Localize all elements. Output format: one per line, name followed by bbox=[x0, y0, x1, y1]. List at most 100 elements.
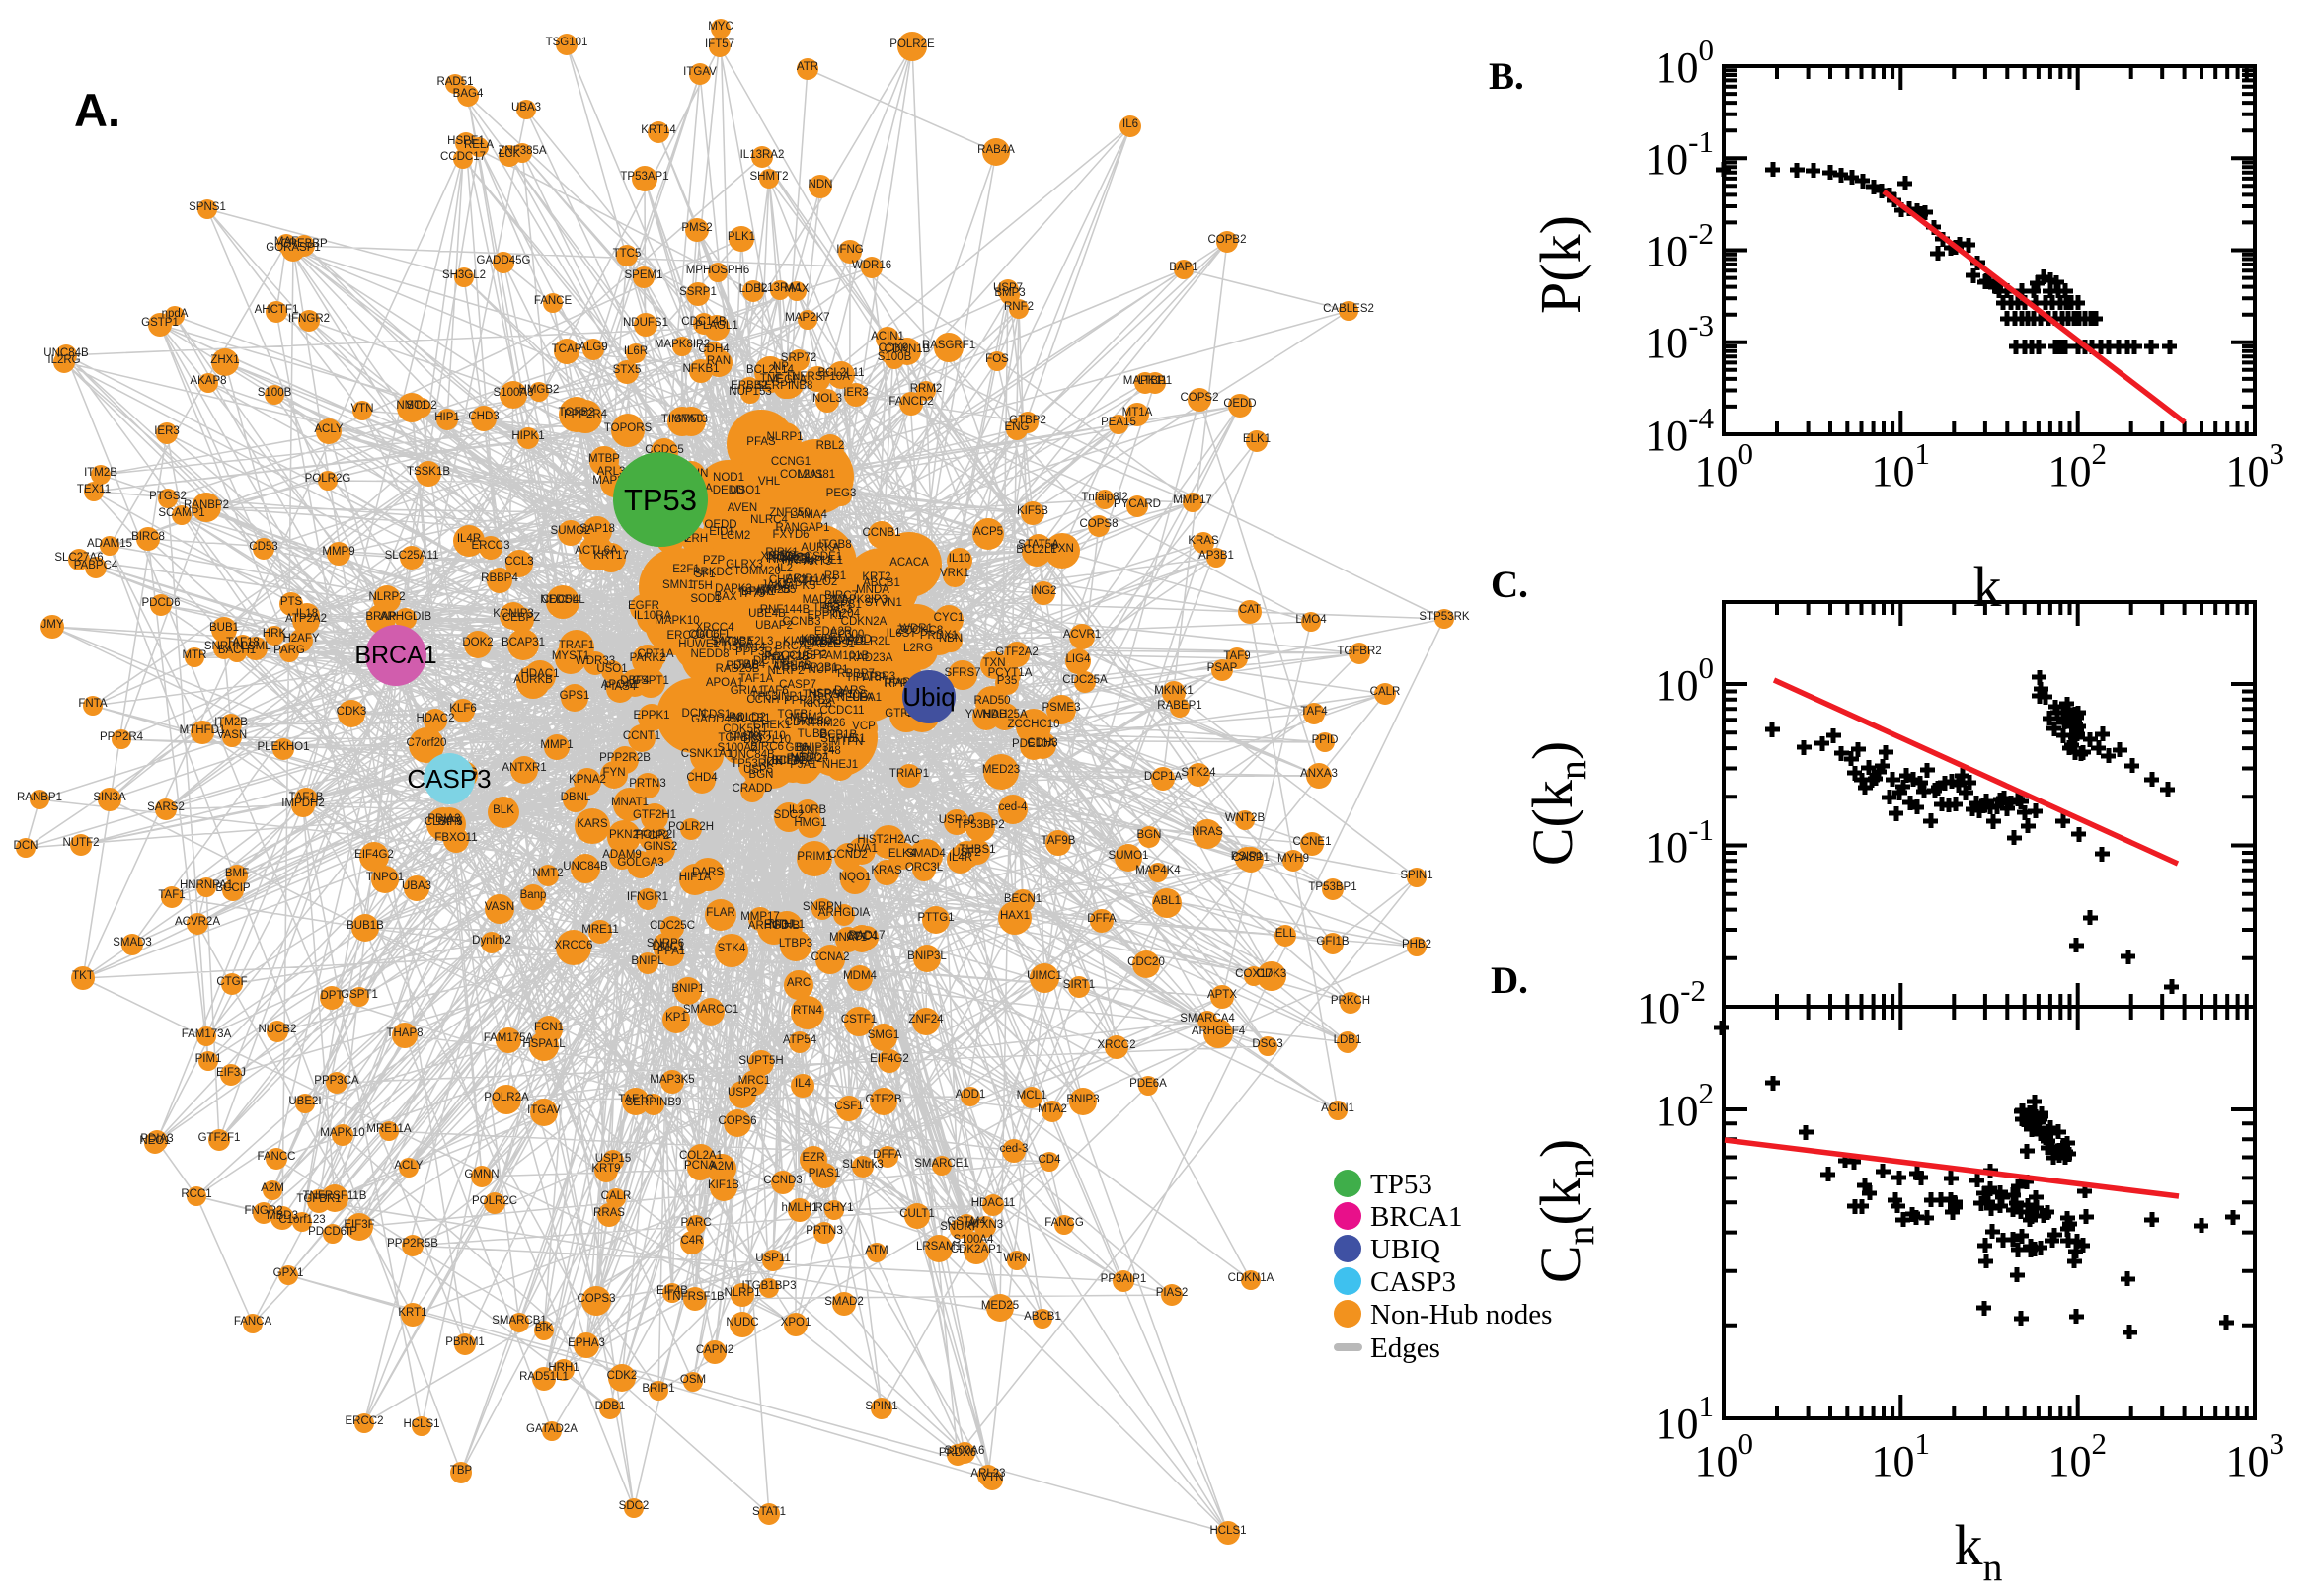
svg-text:MADD: MADD bbox=[838, 634, 872, 646]
svg-text:TAF4: TAF4 bbox=[1300, 706, 1328, 718]
svg-text:KIF5B: KIF5B bbox=[1017, 505, 1048, 517]
svg-text:ARL3: ARL3 bbox=[597, 466, 626, 478]
svg-text:XPO5: XPO5 bbox=[766, 584, 797, 596]
svg-text:TP53BP2: TP53BP2 bbox=[956, 819, 1004, 831]
svg-text:S100B: S100B bbox=[878, 351, 912, 363]
svg-text:CDKN1B: CDKN1B bbox=[885, 343, 931, 355]
svg-text:MDM4: MDM4 bbox=[843, 970, 877, 982]
svg-text:LTBP3: LTBP3 bbox=[862, 671, 895, 683]
svg-text:GPS1: GPS1 bbox=[560, 690, 590, 702]
svg-text:MPHOSPH6: MPHOSPH6 bbox=[686, 265, 750, 276]
svg-text:STK4: STK4 bbox=[718, 943, 746, 954]
svg-text:RPS29: RPS29 bbox=[830, 636, 866, 647]
svg-text:EIF3F: EIF3F bbox=[344, 1219, 374, 1231]
svg-text:IER3: IER3 bbox=[843, 387, 869, 399]
svg-text:EIF4G2: EIF4G2 bbox=[354, 849, 394, 861]
svg-text:SOD2: SOD2 bbox=[406, 400, 436, 412]
svg-text:ADAM15: ADAM15 bbox=[87, 538, 132, 550]
svg-text:BMF: BMF bbox=[225, 868, 249, 879]
svg-text:NRAS: NRAS bbox=[1192, 826, 1223, 838]
svg-text:IL6: IL6 bbox=[1122, 118, 1138, 130]
svg-text:HIF1A: HIF1A bbox=[679, 872, 712, 883]
svg-text:COL2A1: COL2A1 bbox=[679, 1150, 723, 1162]
svg-text:RANGAP1: RANGAP1 bbox=[776, 522, 830, 534]
svg-text:KKP8: KKP8 bbox=[803, 698, 831, 710]
svg-text:YWHAH: YWHAH bbox=[965, 709, 1008, 721]
svg-text:BRCA1: BRCA1 bbox=[354, 642, 436, 669]
svg-text:LIG4: LIG4 bbox=[1066, 653, 1092, 665]
svg-text:GOLGA3: GOLGA3 bbox=[617, 857, 663, 869]
svg-text:NP: NP bbox=[773, 361, 789, 373]
svg-text:BUB1B: BUB1B bbox=[347, 920, 384, 932]
svg-text:MYST1: MYST1 bbox=[552, 650, 589, 662]
svg-text:TNFRSF11B: TNFRSF11B bbox=[303, 1190, 367, 1202]
svg-text:FANCE: FANCE bbox=[534, 295, 573, 307]
svg-text:RRM2B: RRM2B bbox=[768, 554, 809, 566]
svg-text:ING2: ING2 bbox=[1031, 585, 1057, 597]
svg-text:SNURF: SNURF bbox=[940, 1221, 979, 1233]
svg-text:PHB2: PHB2 bbox=[1402, 939, 1431, 950]
svg-text:HNRNPUL1: HNRNPUL1 bbox=[782, 555, 843, 567]
svg-text:Ifi204: Ifi204 bbox=[832, 608, 861, 620]
svg-text:ARID1A: ARID1A bbox=[786, 573, 827, 585]
svg-text:POLR2H: POLR2H bbox=[668, 821, 714, 833]
svg-text:SMG1: SMG1 bbox=[868, 1029, 900, 1041]
svg-text:SH3GL2: SH3GL2 bbox=[442, 269, 486, 281]
svg-text:RB1: RB1 bbox=[824, 570, 846, 582]
svg-text:NMT1: NMT1 bbox=[396, 400, 426, 412]
svg-text:LTBP3: LTBP3 bbox=[779, 938, 812, 950]
svg-text:PRKDC: PRKDC bbox=[693, 567, 733, 578]
svg-text:SPIN1: SPIN1 bbox=[1400, 870, 1432, 881]
svg-text:CASP3: CASP3 bbox=[407, 764, 491, 794]
svg-text:KPNB1: KPNB1 bbox=[801, 634, 838, 646]
svg-text:PPP2R4: PPP2R4 bbox=[564, 409, 608, 420]
svg-text:AKAP8: AKAP8 bbox=[190, 375, 226, 387]
svg-text:COPS8: COPS8 bbox=[1080, 518, 1119, 530]
svg-text:PABPC4: PABPC4 bbox=[74, 560, 118, 571]
svg-text:MNAT1: MNAT1 bbox=[829, 932, 867, 944]
svg-text:ATM: ATM bbox=[865, 1245, 888, 1256]
svg-text:SMARCB1: SMARCB1 bbox=[492, 1315, 547, 1327]
svg-text:Banp: Banp bbox=[520, 889, 547, 901]
svg-text:CABLES1: CABLES1 bbox=[804, 639, 855, 650]
svg-text:CCL3: CCL3 bbox=[504, 556, 533, 568]
svg-text:POLR2L: POLR2L bbox=[847, 636, 891, 647]
svg-text:XRCC6: XRCC6 bbox=[555, 940, 593, 951]
svg-text:THBS1: THBS1 bbox=[959, 844, 995, 856]
svg-text:BCLAF1: BCLAF1 bbox=[771, 755, 813, 767]
svg-text:BLK: BLK bbox=[493, 804, 514, 816]
svg-text:UBA3: UBA3 bbox=[511, 102, 541, 114]
svg-text:AURKA: AURKA bbox=[801, 542, 840, 554]
svg-text:RBL2: RBL2 bbox=[816, 440, 845, 452]
svg-text:CDK2AP1: CDK2AP1 bbox=[951, 1244, 1002, 1255]
svg-text:ANXA3: ANXA3 bbox=[1300, 768, 1338, 780]
svg-text:C1orf123: C1orf123 bbox=[278, 1214, 325, 1226]
svg-text:IMPDH2: IMPDH2 bbox=[281, 798, 324, 809]
svg-text:BACH1: BACH1 bbox=[218, 645, 256, 656]
svg-text:SLC27A6: SLC27A6 bbox=[54, 552, 103, 564]
svg-text:NLRP1: NLRP1 bbox=[766, 431, 803, 443]
svg-text:IFNG: IFNG bbox=[836, 244, 864, 256]
svg-text:RANBP1: RANBP1 bbox=[17, 792, 62, 803]
svg-text:PRTN3: PRTN3 bbox=[806, 1225, 843, 1237]
svg-text:PPP2R4: PPP2R4 bbox=[100, 731, 144, 743]
svg-text:TIPARP: TIPARP bbox=[846, 672, 887, 684]
svg-text:UIMC1: UIMC1 bbox=[1027, 970, 1062, 982]
svg-text:SMARCE1: SMARCE1 bbox=[914, 1158, 969, 1170]
svg-text:TAF1C: TAF1C bbox=[618, 1094, 654, 1105]
svg-text:KRAS: KRAS bbox=[1188, 535, 1219, 547]
svg-text:TBP: TBP bbox=[450, 1465, 473, 1477]
svg-text:ARHGEF4: ARHGEF4 bbox=[1192, 1026, 1246, 1037]
svg-text:TAF1A: TAF1A bbox=[739, 673, 774, 685]
svg-text:GTF2F1: GTF2F1 bbox=[198, 1132, 241, 1144]
svg-text:TNPO1: TNPO1 bbox=[366, 872, 404, 883]
svg-text:PPP2R2B: PPP2R2B bbox=[599, 752, 651, 764]
svg-text:SYVN1: SYVN1 bbox=[865, 597, 902, 609]
svg-text:SLC25A11: SLC25A11 bbox=[385, 550, 439, 562]
svg-text:HUWE1: HUWE1 bbox=[678, 639, 720, 650]
svg-text:ERCC3: ERCC3 bbox=[472, 540, 510, 552]
svg-text:CCND3: CCND3 bbox=[763, 1175, 803, 1186]
svg-text:IL6ST: IL6ST bbox=[887, 628, 917, 640]
svg-text:TGFBR3: TGFBR3 bbox=[718, 732, 762, 744]
svg-text:WDR16: WDR16 bbox=[852, 260, 891, 271]
